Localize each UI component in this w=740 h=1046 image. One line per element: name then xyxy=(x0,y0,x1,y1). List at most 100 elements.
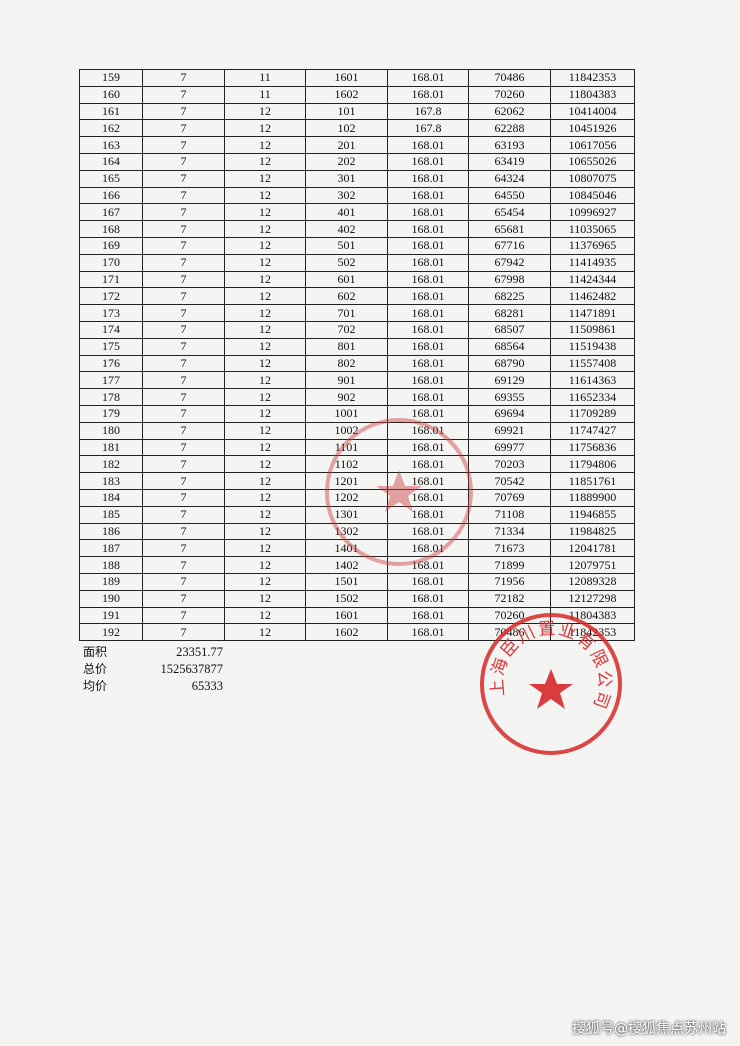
company-seal-graphic: 上海臣川置业有限公司 xyxy=(487,619,612,713)
table-cell: 171 xyxy=(79,270,143,289)
table-row: 160 7 11 1602 168.01 70260 11804383 xyxy=(79,85,635,104)
table-cell: 11376965 xyxy=(550,236,635,255)
table-cell: 168.01 xyxy=(387,270,469,289)
table-cell: 302 xyxy=(305,186,388,205)
table-cell: 7 xyxy=(142,572,225,591)
table-cell: 69977 xyxy=(468,438,551,457)
table-cell: 7 xyxy=(142,119,225,138)
table-cell: 12 xyxy=(224,438,306,457)
table-cell: 69355 xyxy=(468,388,551,406)
table-cell: 7 xyxy=(142,488,225,507)
table-cell: 12 xyxy=(224,623,306,642)
table-cell: 10996927 xyxy=(550,203,635,222)
table-cell: 11756836 xyxy=(550,438,635,457)
table-cell: 160 xyxy=(79,85,143,104)
table-cell: 12 xyxy=(224,203,306,222)
table-cell: 1501 xyxy=(305,572,388,591)
table-cell: 12 xyxy=(224,404,306,423)
table-cell: 12 xyxy=(224,556,306,574)
table-row: 163 7 12 201 168.01 63193 10617056 xyxy=(79,136,635,154)
table-cell: 7 xyxy=(142,404,225,423)
table-cell: 179 xyxy=(79,404,143,423)
table-cell: 12 xyxy=(224,371,306,390)
table-cell: 70769 xyxy=(468,488,551,507)
table-cell: 168.01 xyxy=(387,337,469,356)
table-cell: 68564 xyxy=(468,337,551,356)
table-cell: 168.01 xyxy=(387,203,469,222)
table-cell: 7 xyxy=(142,455,225,474)
table-cell: 1601 xyxy=(305,69,388,87)
table-cell: 601 xyxy=(305,270,388,289)
table-cell: 168.01 xyxy=(387,236,469,255)
table-cell: 11946855 xyxy=(550,505,635,524)
table-cell: 301 xyxy=(305,169,388,188)
table-cell: 68790 xyxy=(468,354,551,373)
faint-company-seal xyxy=(325,418,473,566)
table-cell: 176 xyxy=(79,354,143,373)
table-cell: 166 xyxy=(79,186,143,205)
table-cell: 186 xyxy=(79,522,143,541)
table-cell: 11709289 xyxy=(550,404,635,423)
table-cell: 7 xyxy=(142,539,225,558)
table-cell: 802 xyxy=(305,354,388,373)
table-cell: 71899 xyxy=(468,556,551,574)
table-cell: 12 xyxy=(224,472,306,490)
table-row: 189 7 12 1501 168.01 71956 12089328 xyxy=(79,572,635,591)
table-row: 167 7 12 401 168.01 65454 10996927 xyxy=(79,203,635,222)
table-cell: 168.01 xyxy=(387,287,469,306)
table-cell: 7 xyxy=(142,623,225,642)
table-row: 190 7 12 1502 168.01 72182 12127298 xyxy=(79,589,635,608)
table-cell: 188 xyxy=(79,556,143,574)
table-cell: 12 xyxy=(224,186,306,205)
table-cell: 7 xyxy=(142,169,225,188)
table-row: 161 7 12 101 167.8 62062 10414004 xyxy=(79,102,635,121)
table-row: 178 7 12 902 168.01 69355 11652334 xyxy=(79,388,635,406)
table-cell: 7 xyxy=(142,304,225,322)
table-cell: 7 xyxy=(142,220,225,238)
table-cell: 168.01 xyxy=(387,572,469,591)
table-cell: 181 xyxy=(79,438,143,457)
table-cell: 402 xyxy=(305,220,388,238)
table-cell: 10655026 xyxy=(550,152,635,171)
table-cell: 7 xyxy=(142,522,225,541)
table-cell: 67716 xyxy=(468,236,551,255)
table-body: 159 7 11 1601 168.01 70486 11842353 160 7 11 1602 1… xyxy=(79,69,635,642)
table-cell: 168.01 xyxy=(387,388,469,406)
table-cell: 178 xyxy=(79,388,143,406)
table-cell: 11557408 xyxy=(550,354,635,373)
table-cell: 70203 xyxy=(468,455,551,474)
table-cell: 7 xyxy=(142,203,225,222)
table-cell: 12 xyxy=(224,102,306,121)
table-cell: 7 xyxy=(142,152,225,171)
table-cell: 12 xyxy=(224,320,306,339)
table-row: 164 7 12 202 168.01 63419 10655026 xyxy=(79,152,635,171)
table-cell: 12 xyxy=(224,136,306,154)
table-cell: 101 xyxy=(305,102,388,121)
table-cell: 12079751 xyxy=(550,556,635,574)
table-cell: 902 xyxy=(305,388,388,406)
table-cell: 11851761 xyxy=(550,472,635,490)
table-cell: 168.01 xyxy=(387,354,469,373)
table-cell: 10807075 xyxy=(550,169,635,188)
summary-area-row: 面积 23351.77 xyxy=(83,644,223,661)
table-cell: 177 xyxy=(79,371,143,390)
table-cell: 7 xyxy=(142,421,225,440)
table-cell: 11509861 xyxy=(550,320,635,339)
table-cell: 12 xyxy=(224,169,306,188)
table-row: 169 7 12 501 168.01 67716 11376965 xyxy=(79,236,635,255)
table-cell: 168.01 xyxy=(387,169,469,188)
table-cell: 168.01 xyxy=(387,304,469,322)
table-cell: 164 xyxy=(79,152,143,171)
area-value: 23351.77 xyxy=(176,645,223,659)
table-cell: 12 xyxy=(224,236,306,255)
table-row: 173 7 12 701 168.01 68281 11471891 xyxy=(79,304,635,322)
table-cell: 63419 xyxy=(468,152,551,171)
total-value: 1525637877 xyxy=(160,662,224,676)
table-cell: 11614363 xyxy=(550,371,635,390)
table-cell: 12 xyxy=(224,606,306,625)
table-cell: 12 xyxy=(224,354,306,373)
table-cell: 502 xyxy=(305,253,388,272)
table-cell: 68225 xyxy=(468,287,551,306)
table-cell: 159 xyxy=(79,69,143,87)
table-cell: 12 xyxy=(224,119,306,138)
